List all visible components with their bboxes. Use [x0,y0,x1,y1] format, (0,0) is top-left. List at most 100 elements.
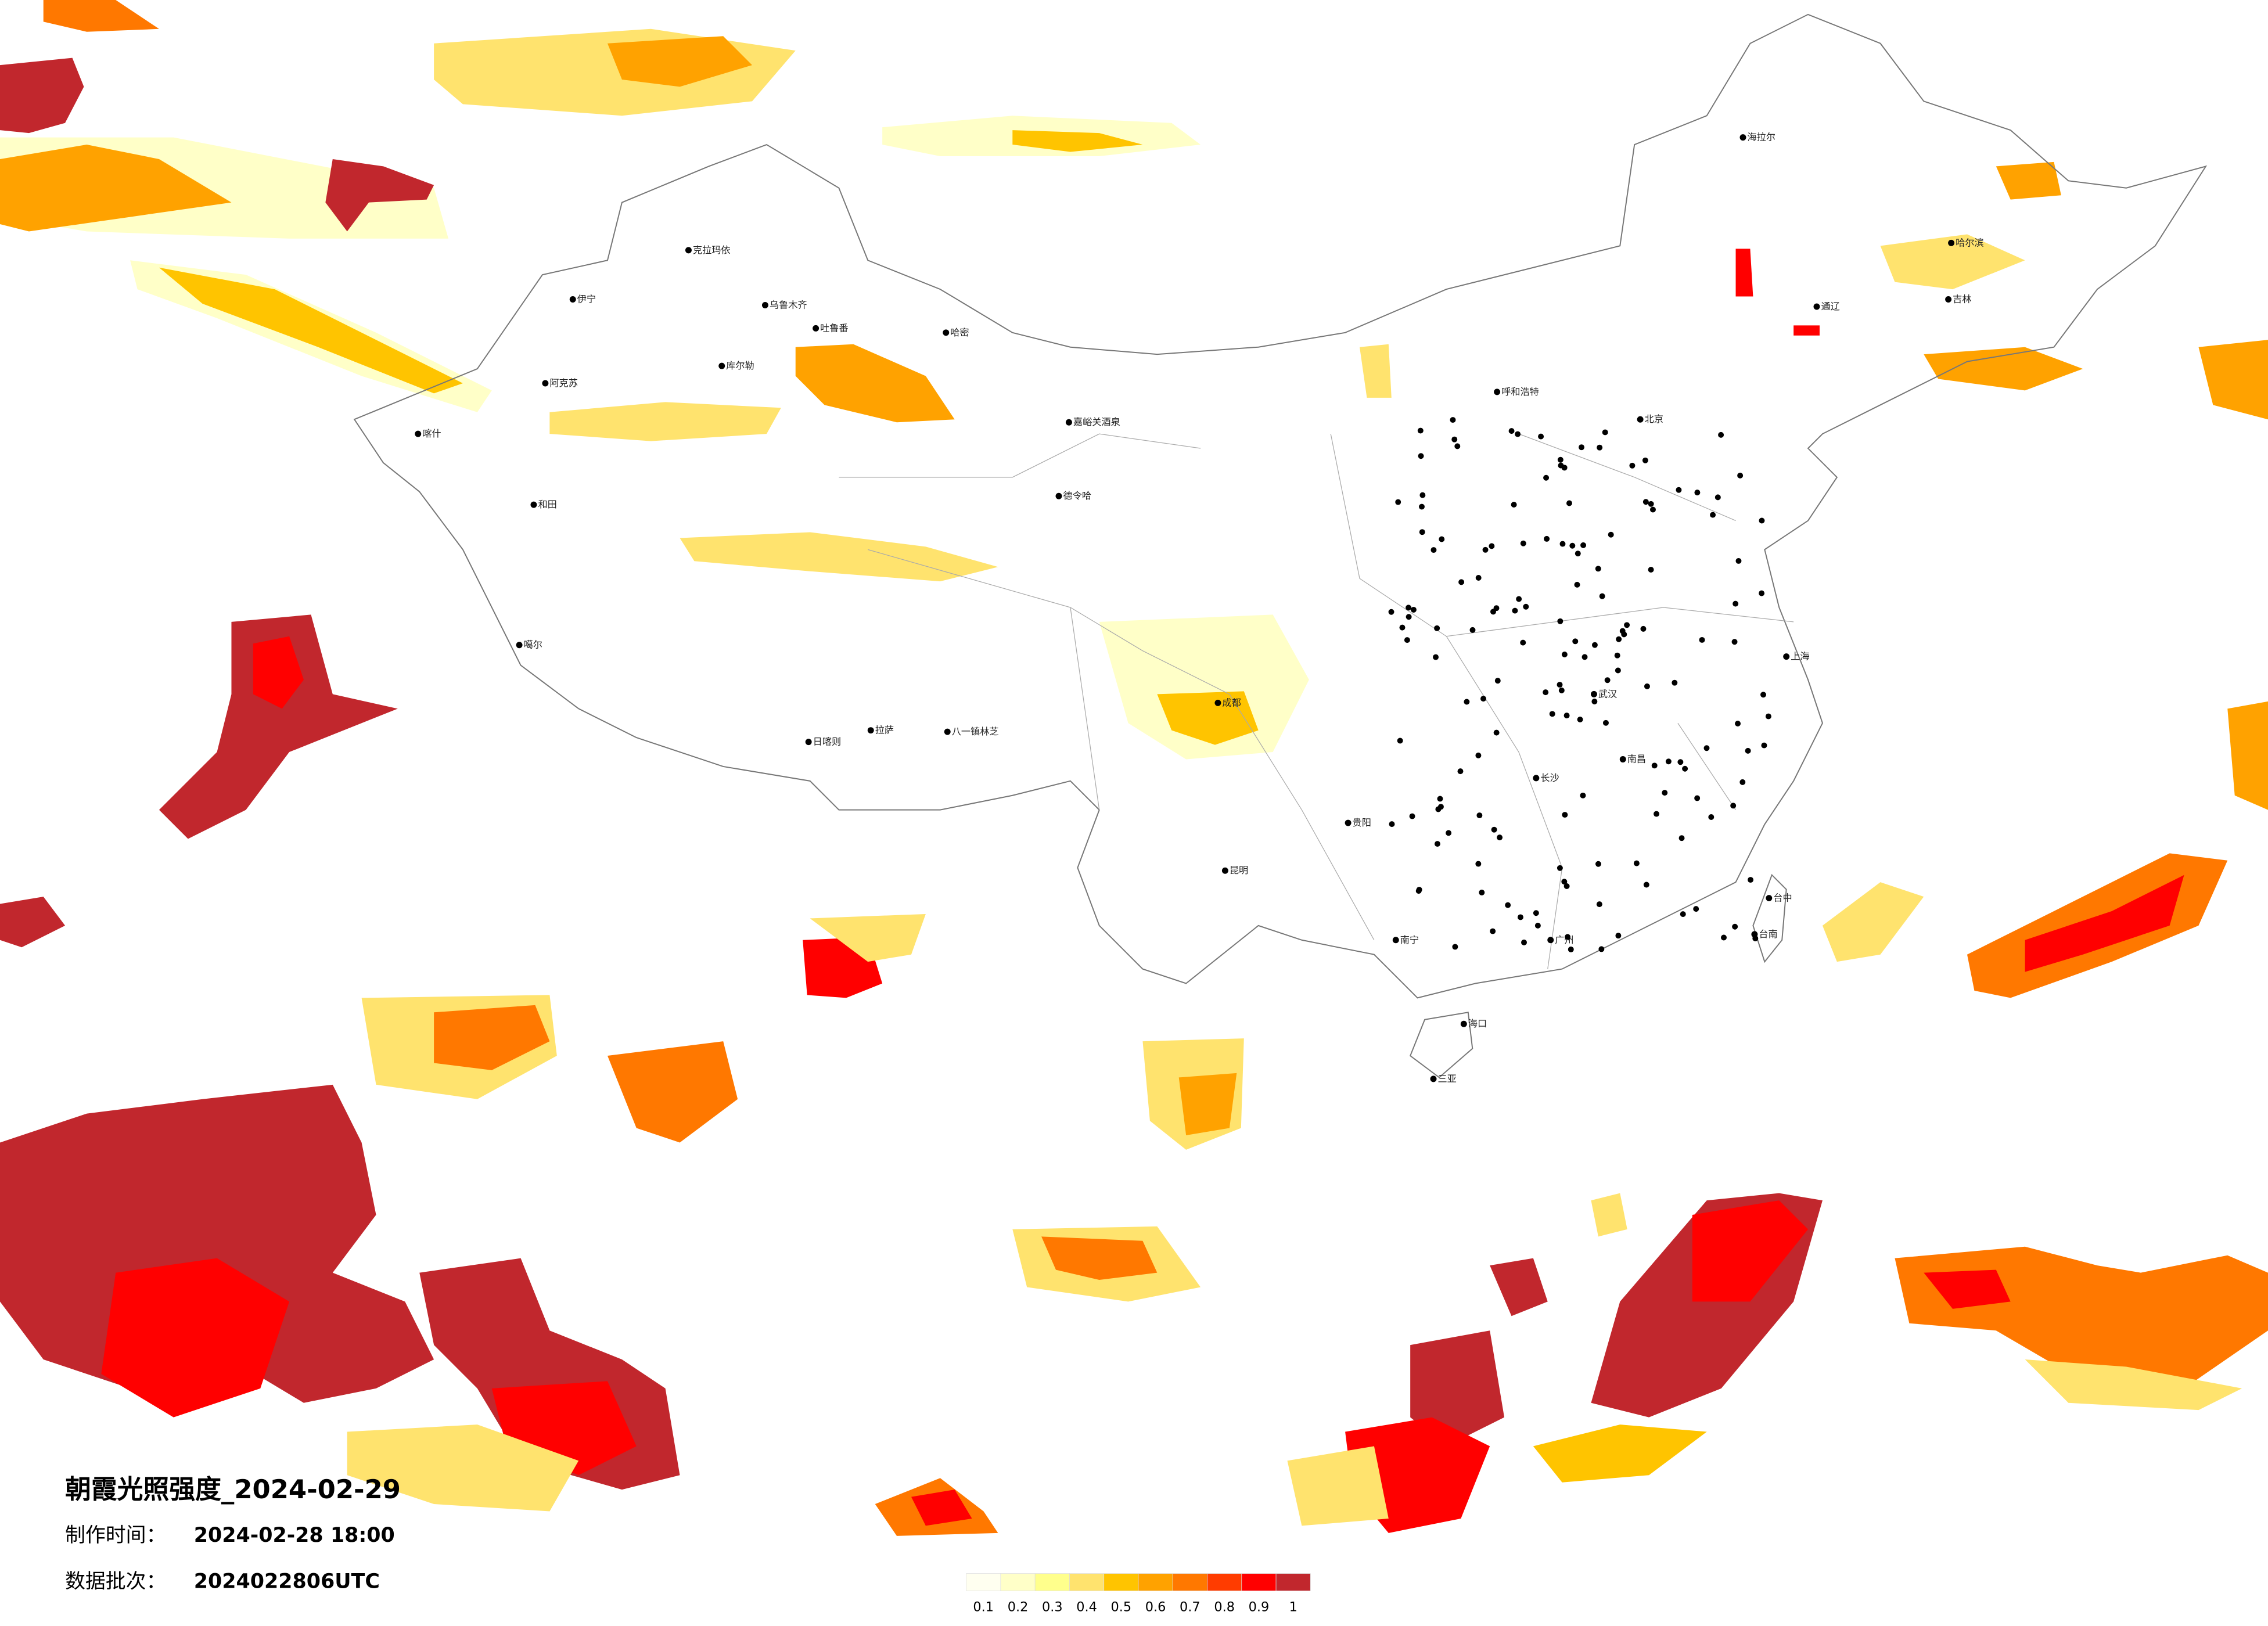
city-dot [1575,551,1581,557]
city-dot [1389,821,1395,828]
city-dot [1561,652,1568,658]
city-dot [1434,625,1440,631]
city-dot [1735,557,1742,564]
city-label: 阿克苏 [549,377,578,388]
city-label: 库尔勒 [726,360,754,371]
city-label: 三亚 [1437,1073,1456,1084]
city-label: 通辽 [1821,301,1839,312]
legend-tick-label: 0.7 [1180,1599,1201,1614]
city-dot [1410,606,1417,613]
legend-tick-label: 0.1 [973,1599,994,1614]
city-label: 上海 [1791,651,1809,662]
city-dot [1599,593,1605,599]
province-lines [839,433,1794,969]
city-dot [1694,795,1701,801]
city-dot [1415,888,1422,894]
city-dot [1480,696,1486,702]
city-dot [1559,541,1566,547]
city-dot [1516,596,1522,602]
intensity-field [0,0,2268,1536]
city-dot [1543,689,1549,696]
city-dot [1454,443,1461,449]
city-dot [1948,239,1955,246]
city-dot [1718,431,1724,438]
map-title: 朝霞光照强度_2024-02-29 [65,1474,401,1505]
city-dot [530,501,537,508]
city-dot [1590,690,1597,697]
city-dot [1563,883,1570,890]
city-dot [1608,531,1614,538]
city-dot [569,296,576,303]
city-dot [1648,567,1654,573]
city-dot [1404,637,1410,643]
city-dot [1693,906,1699,912]
city-dot [1533,910,1539,916]
legend-swatch [1241,1573,1277,1591]
city-dot [1682,765,1688,772]
city-dot [1945,296,1952,303]
city-label: 呼和浩特 [1501,386,1539,397]
city-dot [1672,679,1678,686]
city-dot [1482,546,1489,553]
city-dot [1430,547,1437,553]
city-dot [1451,436,1458,443]
city-dot [1739,134,1746,141]
city-dot [1654,811,1660,817]
city-dot [1595,861,1601,867]
city-dot [1596,901,1602,908]
city-dot [1580,792,1586,798]
city-dot [1464,699,1470,705]
city-label: 喀什 [422,428,441,439]
city-dot [1597,444,1603,451]
city-dot [1520,540,1526,546]
city-dot [1565,934,1571,940]
legend-tick-label: 0.5 [1111,1599,1132,1614]
city-dot [1642,499,1649,505]
city-dot [1644,683,1650,689]
city-dot [1676,487,1682,493]
city-dot [1562,812,1568,818]
city-dot [1745,747,1751,754]
city-dot [1730,803,1737,809]
city-dot [1214,699,1221,706]
city-label: 台中 [1773,893,1792,904]
city-dot [1813,303,1820,310]
city-dot [1517,914,1523,920]
city-dot [1493,605,1500,611]
city-dot [1557,456,1563,463]
city-dot [1766,895,1773,902]
city-dot [1637,416,1644,423]
city-dot [1591,699,1598,704]
legend-tick-label: 0.8 [1214,1599,1235,1614]
city-dot [1598,946,1605,952]
city-dot [1760,692,1766,698]
city-label: 长沙 [1540,772,1559,783]
city-label: 哈尔滨 [1956,237,1984,248]
city-dot [1406,605,1412,611]
city-dot [685,247,692,254]
city-dot [1574,581,1580,588]
city-dot [1557,682,1563,688]
city-dot [1521,939,1527,945]
city-dot [1602,720,1609,726]
city-dot [1457,768,1464,775]
city-dot [1733,600,1739,607]
city-dot [1677,759,1684,765]
city-dot [1491,826,1497,833]
city-label: 武汉 [1598,688,1617,699]
city-dot [1547,937,1554,944]
city-dot [1439,536,1445,542]
city-label: 南昌 [1627,753,1646,764]
city-dot [1748,877,1754,883]
city-dot [761,302,768,308]
hainan [1409,1012,1473,1078]
city-dot [1662,790,1668,796]
city-dot [1469,627,1476,633]
city-dot [1388,609,1394,615]
city-dot [1417,427,1424,434]
city-dot [1446,830,1452,836]
city-dot [1452,944,1458,950]
city-label: 和田 [538,499,556,510]
city-dot [1765,713,1771,720]
city-dot [1615,933,1622,939]
